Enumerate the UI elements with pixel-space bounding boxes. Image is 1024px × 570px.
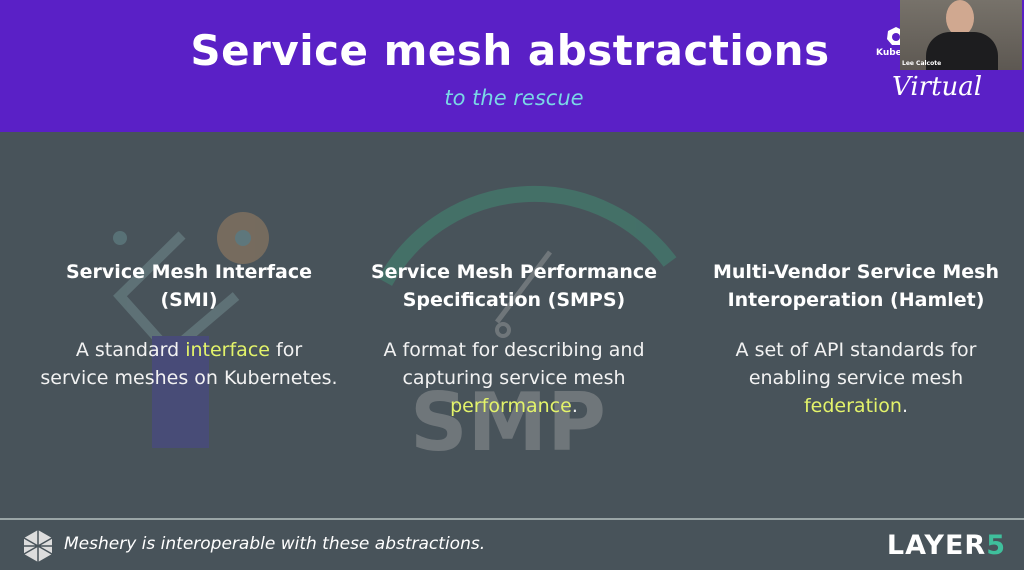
kubecon-text: Kuber xyxy=(876,48,907,58)
smp-watermark-text: SMP xyxy=(410,376,606,469)
background-watermarks: SMP xyxy=(113,185,677,469)
slide-body: SMP Service Mesh Interface (SMI) A standa… xyxy=(0,132,1024,518)
smps-description: A format for describing and capturing se… xyxy=(383,339,645,417)
smps-title: Service Mesh Performance Specification (S… xyxy=(370,261,657,311)
smp-gauge-icon: SMP xyxy=(377,185,677,469)
smi-title: Service Mesh Interface (SMI) xyxy=(65,261,313,311)
smps-column: Service Mesh Performance Specification (S… xyxy=(364,258,664,420)
hamlet-description: A set of API standards for enabling serv… xyxy=(735,339,977,417)
slide-subtitle: to the rescue xyxy=(444,86,584,110)
smi-column: Service Mesh Interface (SMI) A standard i… xyxy=(39,258,339,392)
virtual-logo: Virtual xyxy=(892,72,983,102)
layer5-logo: LAYER5 xyxy=(886,530,1006,561)
smi-description: A standard interface for service meshes … xyxy=(40,339,338,389)
slide-footer: Meshery is interoperable with these abst… xyxy=(0,518,1024,570)
smi-watermark-icon xyxy=(113,212,269,448)
hamlet-title: Multi-Vendor Service Mesh Interoperation … xyxy=(713,261,999,311)
speaker-body xyxy=(926,32,998,70)
hamlet-column: Multi-Vendor Service Mesh Interoperation … xyxy=(706,258,1006,420)
footer-note: Meshery is interoperable with these abst… xyxy=(64,534,486,554)
meshery-icon xyxy=(23,530,53,562)
speaker-video: Lee Calcote xyxy=(900,0,1022,70)
slide-header: Service mesh abstractions to the rescue … xyxy=(0,0,1024,132)
slide-title: Service mesh abstractions xyxy=(190,26,830,75)
speaker-name: Lee Calcote xyxy=(902,60,942,67)
speaker-head xyxy=(946,0,974,36)
